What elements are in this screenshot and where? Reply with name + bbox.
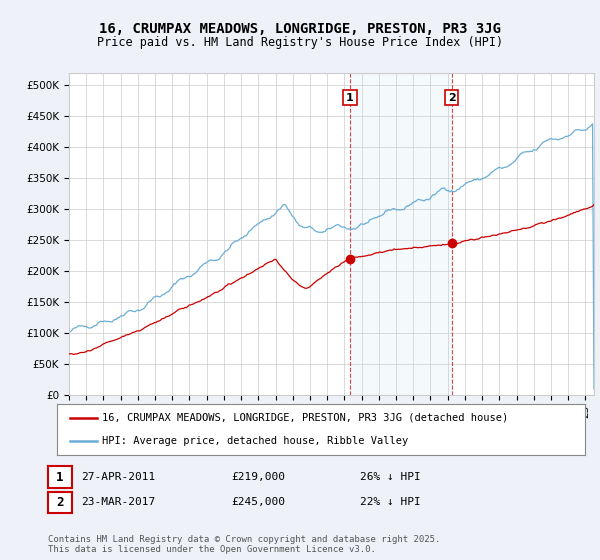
Text: 1: 1 [346,92,354,102]
Text: 27-APR-2011: 27-APR-2011 [81,472,155,482]
Text: 2: 2 [448,92,455,102]
Text: £219,000: £219,000 [231,472,285,482]
Text: 16, CRUMPAX MEADOWS, LONGRIDGE, PRESTON, PR3 3JG (detached house): 16, CRUMPAX MEADOWS, LONGRIDGE, PRESTON,… [102,413,508,423]
Text: 16, CRUMPAX MEADOWS, LONGRIDGE, PRESTON, PR3 3JG: 16, CRUMPAX MEADOWS, LONGRIDGE, PRESTON,… [99,22,501,36]
Text: Price paid vs. HM Land Registry's House Price Index (HPI): Price paid vs. HM Land Registry's House … [97,36,503,49]
Text: 23-MAR-2017: 23-MAR-2017 [81,497,155,507]
Bar [350,73,452,395]
Text: 1: 1 [56,470,64,484]
Text: Contains HM Land Registry data © Crown copyright and database right 2025.
This d: Contains HM Land Registry data © Crown c… [48,535,440,554]
Text: 2: 2 [56,496,64,509]
Text: £245,000: £245,000 [231,497,285,507]
Text: 26% ↓ HPI: 26% ↓ HPI [360,472,421,482]
Text: HPI: Average price, detached house, Ribble Valley: HPI: Average price, detached house, Ribb… [102,436,408,446]
Text: 22% ↓ HPI: 22% ↓ HPI [360,497,421,507]
